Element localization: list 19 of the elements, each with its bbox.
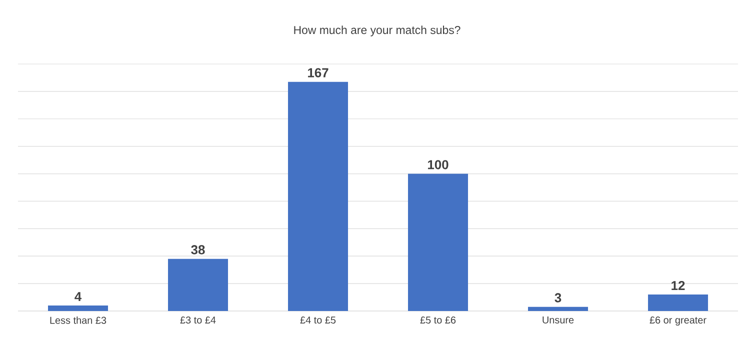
bar [528, 306, 588, 311]
x-tick-label: Unsure [542, 316, 574, 324]
bar [648, 294, 708, 311]
x-tick-label: £5 to £6 [420, 316, 456, 324]
bar [408, 174, 468, 311]
bar [288, 82, 348, 311]
bar [168, 258, 228, 311]
bar [48, 306, 108, 311]
data-label: 38 [191, 245, 205, 254]
data-label: 12 [672, 280, 685, 290]
data-label: 3 [554, 293, 562, 302]
x-tick-label: £4 to £5 [300, 316, 336, 324]
data-label: 167 [308, 68, 328, 78]
x-tick-label: Less than £3 [50, 316, 106, 324]
data-label: 100 [428, 160, 448, 170]
data-label: 4 [74, 292, 82, 301]
x-tick-label: £6 or greater [650, 316, 706, 326]
x-tick-label: £3 to £4 [180, 316, 216, 324]
chart-title: How much are your match subs? [294, 26, 460, 36]
